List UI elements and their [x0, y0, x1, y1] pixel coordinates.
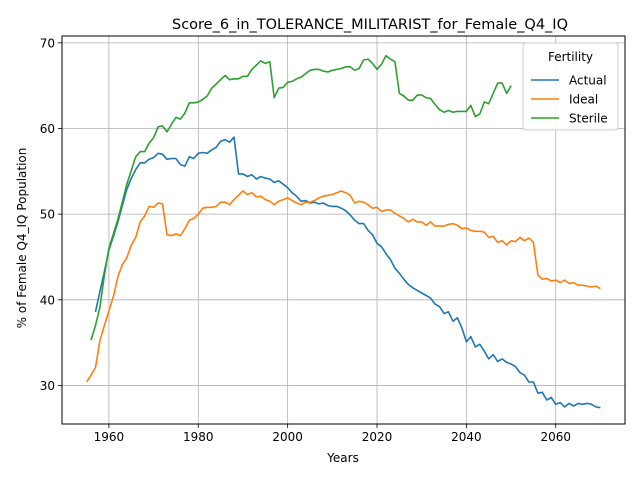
legend-title: Fertility: [548, 50, 593, 64]
series-line-sterile: [90, 54, 512, 341]
y-tick-label: 70: [40, 36, 55, 50]
x-tick-label: 1960: [94, 430, 125, 444]
plot-frame: [61, 35, 626, 425]
x-axis-label: Years: [326, 451, 359, 465]
legend-label-sterile: Sterile: [569, 112, 608, 126]
series-line-actual: [94, 136, 601, 409]
y-tick-label: 50: [40, 208, 55, 222]
legend: Fertility Actual Ideal Sterile: [522, 42, 619, 131]
chart-title: Score_6_in_TOLERANCE_MILITARIST_for_Fema…: [172, 17, 568, 33]
y-tick-label: 30: [40, 379, 55, 393]
y-tick-label: 60: [40, 122, 55, 136]
series-line-ideal: [85, 190, 601, 383]
y-axis-label: % of Female Q4_IQ Population: [15, 148, 29, 329]
x-tick-label: 2060: [540, 430, 571, 444]
series-lines: [85, 54, 601, 409]
x-tick-label: 1980: [183, 430, 214, 444]
x-axis-ticks: 1960 1980 2000 2020 2040 2060: [94, 424, 571, 444]
y-axis-ticks: 30 40 50 60 70: [40, 36, 62, 393]
legend-label-actual: Actual: [569, 74, 607, 88]
legend-box: [522, 42, 619, 131]
legend-label-ideal: Ideal: [569, 93, 598, 107]
y-tick-label: 40: [40, 293, 55, 307]
x-tick-label: 2000: [272, 430, 303, 444]
x-tick-label: 2040: [451, 430, 482, 444]
x-tick-label: 2020: [362, 430, 393, 444]
